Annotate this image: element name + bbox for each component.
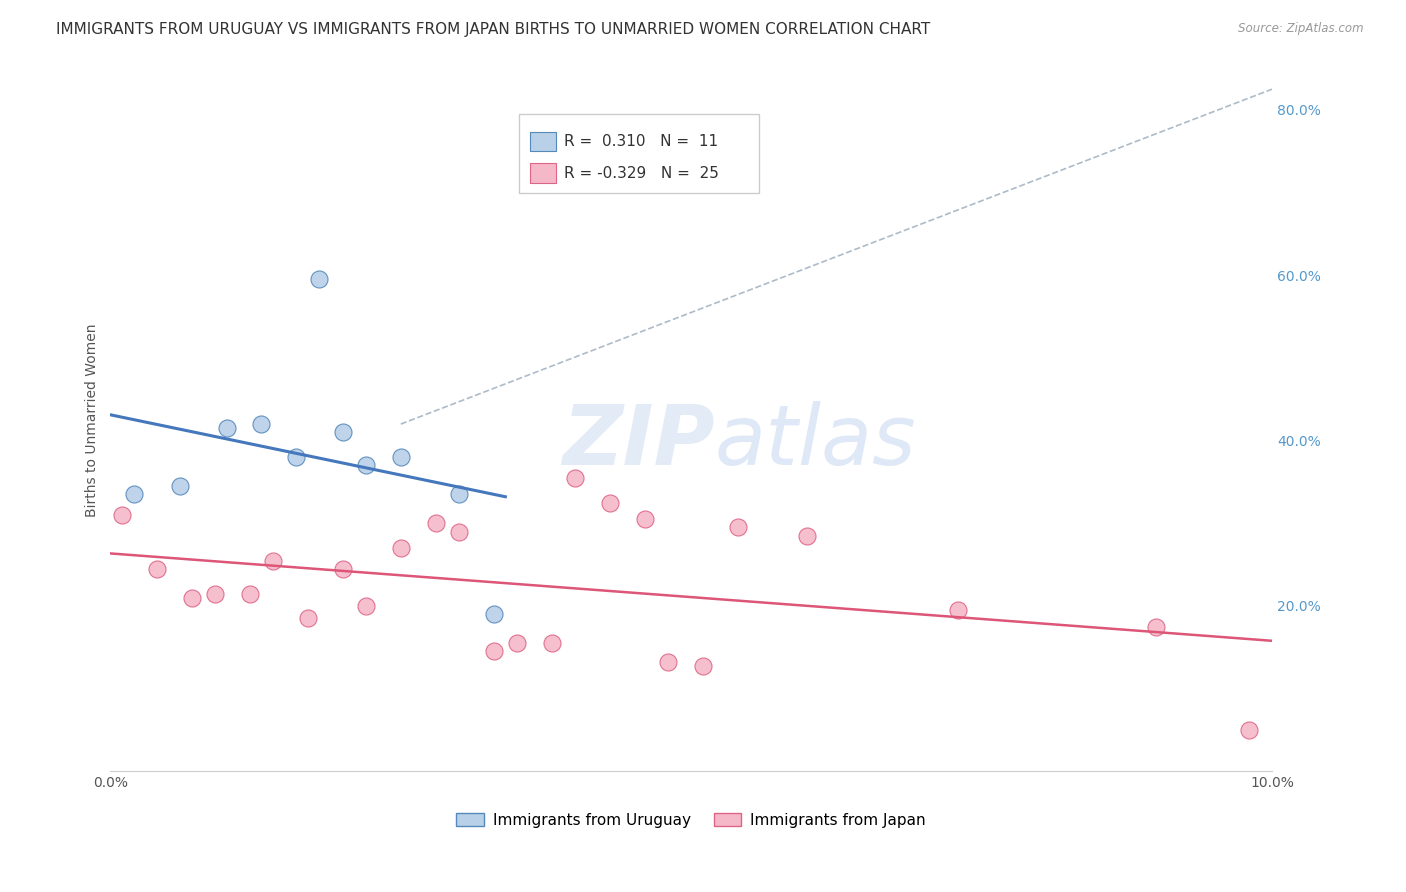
- Point: [447, 487, 470, 501]
- Point: [692, 658, 714, 673]
- Text: atlas: atlas: [714, 401, 917, 482]
- Text: IMMIGRANTS FROM URUGUAY VS IMMIGRANTS FROM JAPAN BIRTHS TO UNMARRIED WOMEN CORRE: IMMIGRANTS FROM URUGUAY VS IMMIGRANTS FR…: [56, 22, 931, 37]
- Point: [796, 529, 818, 543]
- Text: Source: ZipAtlas.com: Source: ZipAtlas.com: [1239, 22, 1364, 36]
- Point: [564, 471, 586, 485]
- Point: [122, 487, 145, 501]
- Point: [389, 541, 412, 555]
- Point: [599, 495, 621, 509]
- Point: [285, 450, 308, 464]
- Point: [482, 644, 505, 658]
- Point: [634, 512, 657, 526]
- Point: [425, 516, 447, 531]
- Point: [332, 562, 354, 576]
- Point: [1144, 620, 1167, 634]
- Point: [250, 417, 273, 431]
- Point: [308, 272, 330, 286]
- Point: [146, 562, 169, 576]
- Point: [180, 591, 202, 605]
- Point: [262, 553, 284, 567]
- Point: [1237, 723, 1260, 737]
- Text: ZIP: ZIP: [562, 401, 714, 482]
- Point: [389, 450, 412, 464]
- Point: [540, 636, 562, 650]
- Point: [506, 636, 529, 650]
- Text: R = -0.329   N =  25: R = -0.329 N = 25: [564, 166, 718, 181]
- Point: [169, 479, 191, 493]
- Point: [354, 599, 377, 613]
- Legend: Immigrants from Uruguay, Immigrants from Japan: Immigrants from Uruguay, Immigrants from…: [450, 806, 932, 834]
- Point: [354, 458, 377, 473]
- Point: [215, 421, 238, 435]
- Point: [447, 524, 470, 539]
- Y-axis label: Births to Unmarried Women: Births to Unmarried Women: [86, 323, 100, 516]
- Point: [332, 425, 354, 440]
- Point: [657, 655, 679, 669]
- Point: [727, 520, 749, 534]
- Text: R =  0.310   N =  11: R = 0.310 N = 11: [564, 134, 718, 149]
- Point: [111, 508, 134, 522]
- Point: [204, 586, 226, 600]
- Point: [239, 586, 262, 600]
- Point: [297, 611, 319, 625]
- Point: [482, 607, 505, 622]
- Point: [948, 603, 970, 617]
